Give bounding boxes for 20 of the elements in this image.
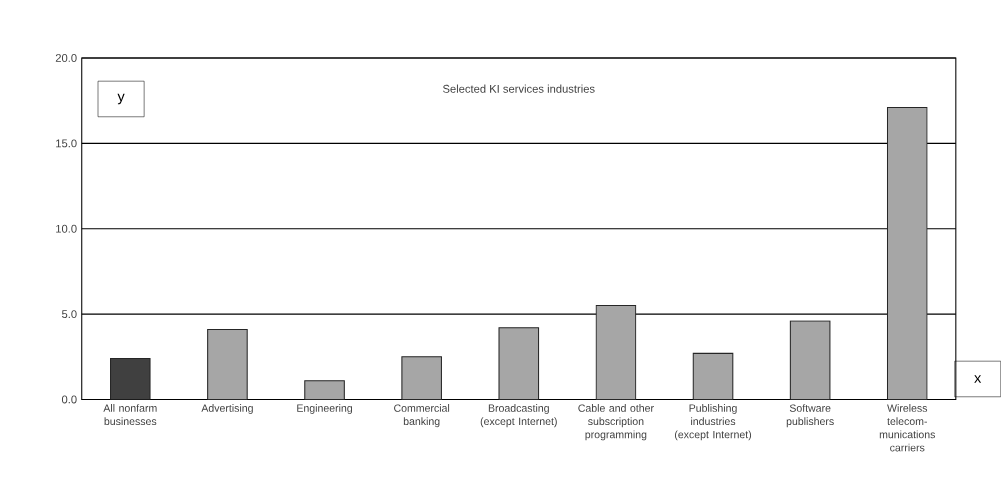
y-tick-label: 15.0 bbox=[56, 139, 77, 148]
x-tick-label: Broadcasting (except Internet) bbox=[480, 403, 557, 427]
x-axis-title: x bbox=[974, 374, 982, 383]
text: Selected KI services industries bbox=[443, 84, 595, 93]
bar bbox=[401, 356, 442, 400]
bar bbox=[595, 304, 637, 400]
x-tick-label: Advertising bbox=[201, 403, 253, 414]
y-tick-label: 10.0 bbox=[56, 224, 77, 233]
x-tick-label: Wireless telecom-munications carriers bbox=[879, 403, 936, 452]
bar bbox=[110, 357, 151, 400]
x-tick-label: All nonfarm businesses bbox=[103, 403, 157, 425]
x-tick-label: Commercial banking bbox=[394, 403, 450, 427]
y-tick-label: 20.0 bbox=[55, 53, 77, 62]
y-tick-label: 0.0 bbox=[61, 395, 77, 404]
y-axis-title: y bbox=[117, 93, 125, 105]
y-tick-label: 5.0 bbox=[61, 309, 77, 318]
x-tick-label: Cable and other subscription programming bbox=[578, 403, 654, 441]
x-tick-label: Software publishers bbox=[786, 403, 834, 427]
x-tick-label: Engineering bbox=[297, 403, 352, 414]
x-tick-label: Publishing industries (except Internet) bbox=[675, 403, 752, 441]
